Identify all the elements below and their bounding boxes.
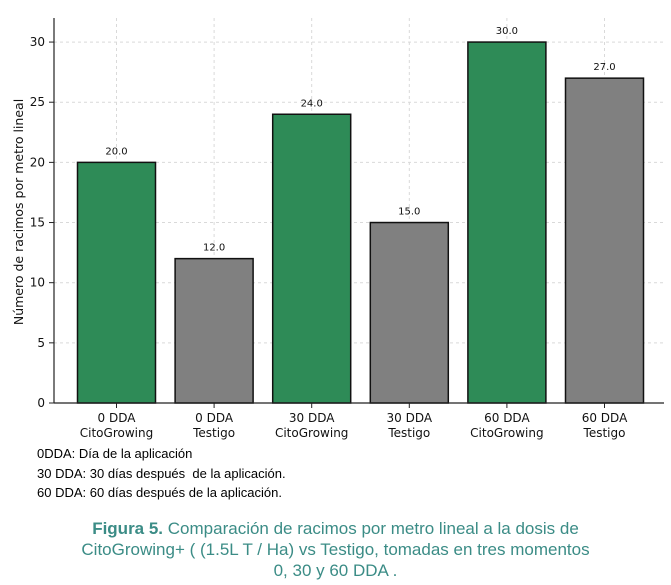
bar <box>467 41 547 404</box>
y-axis-label: Número de racimos por metro lineal <box>11 99 26 325</box>
x-tick-label: CitoGrowing <box>470 426 543 440</box>
note-60dda: 60 DDA: 60 días después de la aplicación… <box>37 485 282 500</box>
x-tick-label: CitoGrowing <box>80 426 153 440</box>
y-tick-label: 10 <box>30 276 45 290</box>
bar <box>174 257 254 404</box>
x-tick-label: 0 DDA <box>98 411 137 425</box>
caption-line-2: CitoGrowing+ ( (1.5L T / Ha) vs Testigo,… <box>81 540 590 559</box>
y-tick-label: 0 <box>37 396 45 410</box>
caption-line-3: 0, 30 y 60 DDA . <box>273 561 398 580</box>
x-tick-label: 60 DDA <box>484 411 530 425</box>
axes <box>53 18 664 404</box>
x-tick-label: 60 DDA <box>582 411 628 425</box>
caption-text-1: Comparación de racimos por metro lineal … <box>163 519 579 538</box>
bar <box>564 77 645 404</box>
data-label: 12.0 <box>203 243 225 254</box>
data-labels: 20.0 12.0 24.0 15.0 30.0 27.0 <box>105 26 615 254</box>
y-tick-label: 5 <box>37 336 45 350</box>
notes-block: 0DDA: Día de la aplicación 30 DDA: 30 dí… <box>37 444 286 503</box>
data-label: 20.0 <box>105 146 127 157</box>
data-label: 30.0 <box>496 26 518 37</box>
y-tick-label: 25 <box>30 95 45 109</box>
y-tick-label: 30 <box>30 35 45 49</box>
data-label: 24.0 <box>301 98 323 109</box>
y-tick-label: 15 <box>30 216 45 230</box>
x-tick-label: 30 DDA <box>289 411 335 425</box>
bar <box>271 113 352 404</box>
x-tick-label: Testigo <box>583 426 626 440</box>
x-tick-label: 30 DDA <box>387 411 433 425</box>
note-30dda: 30 DDA: 30 días después de la aplicación… <box>37 465 286 481</box>
bar <box>76 161 157 404</box>
x-tick-label: 0 DDA <box>195 411 234 425</box>
bars <box>76 41 645 404</box>
x-tick-label: CitoGrowing <box>275 426 348 440</box>
caption-label: Figura 5. <box>92 519 164 538</box>
x-tick-label: Testigo <box>387 426 430 440</box>
figure-caption: Figura 5. Comparación de racimos por met… <box>0 518 671 581</box>
note-0dda: 0DDA: Día de la aplicación <box>37 446 193 461</box>
y-tick-label: 20 <box>30 155 45 169</box>
data-label: 27.0 <box>593 62 615 73</box>
y-tick-labels: 0 5 10 15 20 25 30 <box>30 35 54 410</box>
x-tick-label: Testigo <box>192 426 235 440</box>
caption-line-1: Figura 5. Comparación de racimos por met… <box>0 518 671 539</box>
data-label: 15.0 <box>398 207 420 218</box>
bar <box>369 221 450 404</box>
